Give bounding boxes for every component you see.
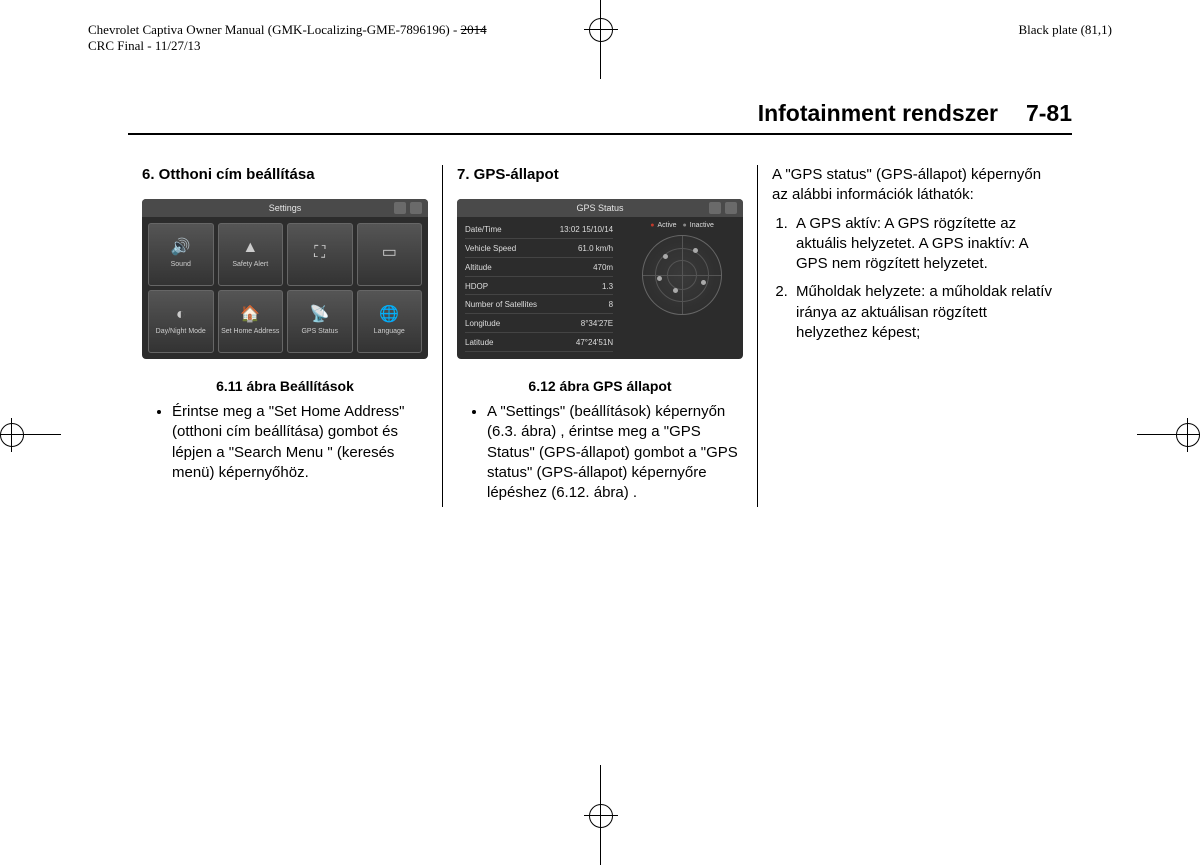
figure-settings: Settings 🔊Sound▲Safety Alert⛶▭ ◐Day/Night… [142,199,428,359]
page-content: Infotainment rendszer 7-81 6. Otthoni cí… [128,100,1072,507]
crop-mark-right [1176,423,1200,447]
col3-ordered-list: A GPS aktív: A GPS rögzítette az aktuáli… [772,214,1058,344]
settings-tile: 🏠Set Home Address [218,290,284,353]
page-number: 7-81 [1026,100,1072,127]
meta-plate: Black plate (81,1) [1019,22,1113,55]
legend-inactive: Inactive [683,221,714,230]
col2-bullet: A "Settings" (beállítások) képernyőn (6.… [487,402,743,503]
gps-data-row: Altitude470m [465,261,613,277]
list-item: Műholdak helyzete: a műholdak relatív ir… [792,282,1058,343]
settings-tile: 🔊Sound [148,223,214,286]
col1-bullet: Érintse meg a "Set Home Address" (otthon… [172,402,428,483]
meta-doc-id: Chevrolet Captiva Owner Manual (GMK-Loca… [88,22,461,37]
gps-data-row: HDOP1.3 [465,280,613,296]
crop-mark-bottom [589,804,613,828]
col1-heading: 6. Otthoni cím beállítása [142,165,428,185]
column-3: A "GPS status" (GPS-állapot) képernyőn a… [758,165,1072,507]
gps-data-row: Number of Satellites8 [465,298,613,314]
gps-data-row: Vehicle Speed61.0 km/h [465,242,613,258]
meta-year: 2014 [461,22,487,37]
settings-tile: 🌐Language [357,290,423,353]
settings-tile: ▭ [357,223,423,286]
settings-tile: ▲Safety Alert [218,223,284,286]
meta-crc: CRC Final - 11/27/13 [88,38,201,53]
legend-active: Active [650,221,676,230]
section-title: Infotainment rendszer [758,100,998,127]
gps-data-row: Longitude8°34'27E [465,317,613,333]
figure-gps: GPS Status Date/Time13:02 15/10/14 Vehicl… [457,199,743,359]
list-item: A GPS aktív: A GPS rögzítette az aktuáli… [792,214,1058,275]
col3-intro: A "GPS status" (GPS-állapot) képernyőn a… [772,165,1058,206]
satellite-globe-icon [642,235,722,315]
manual-page: Chevrolet Captiva Owner Manual (GMK-Loca… [0,0,1200,840]
print-meta: Chevrolet Captiva Owner Manual (GMK-Loca… [88,22,1112,55]
col2-heading: 7. GPS-állapot [457,165,743,185]
crop-mark-left [0,423,24,447]
fig2-title: GPS Status [576,202,623,214]
figure-settings-caption: 6.11 ábra Beállítások [142,377,428,396]
running-header: Infotainment rendszer 7-81 [128,100,1072,135]
figure-gps-caption: 6.12 ábra GPS állapot [457,377,743,396]
column-1: 6. Otthoni cím beállítása Settings 🔊Soun… [128,165,442,507]
settings-tile: ⛶ [287,223,353,286]
column-layout: 6. Otthoni cím beállítása Settings 🔊Soun… [128,165,1072,507]
column-2: 7. GPS-állapot GPS Status Date/Time13:02… [442,165,758,507]
fig1-title: Settings [269,202,302,214]
gps-data-row: Date/Time13:02 15/10/14 [465,223,613,239]
settings-tile: 📡GPS Status [287,290,353,353]
settings-tile: ◐Day/Night Mode [148,290,214,353]
gps-data-row: Latitude47°24'51N [465,336,613,352]
